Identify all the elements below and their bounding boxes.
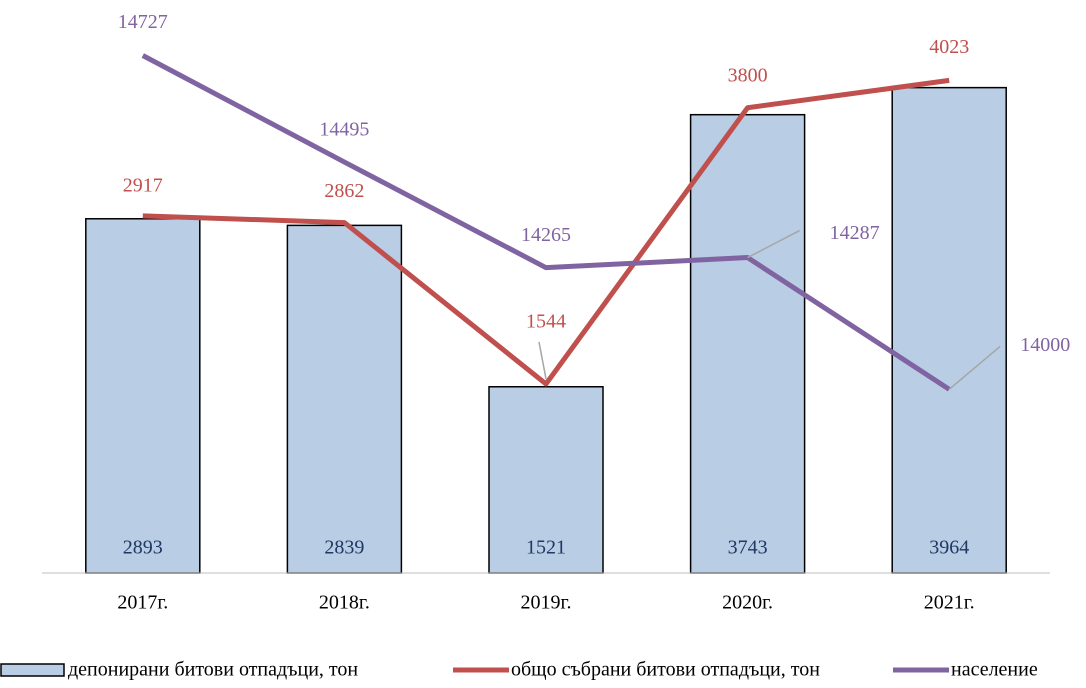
legend-label: общо събрани битови отпадъци, тон: [511, 659, 820, 681]
x-tick-label: 2018г.: [319, 592, 370, 614]
bar-value-label: 3743: [728, 537, 768, 559]
legend-label: депонирани битови отпадъци, тон: [68, 659, 358, 681]
line-value-label: 2862: [324, 180, 364, 202]
line-value-label: 14000: [1020, 334, 1070, 356]
x-tick-label: 2020г.: [722, 592, 773, 614]
line-value-label: 3800: [728, 64, 768, 86]
x-tick-label: 2021г.: [924, 592, 975, 614]
legend-swatch: [0, 663, 65, 677]
leader-line: [747, 229, 800, 259]
bar: [689, 113, 806, 574]
line-value-label: 14265: [521, 224, 571, 246]
leader-line: [538, 341, 547, 380]
bar: [85, 218, 201, 574]
leader-line: [948, 345, 1001, 390]
line-value-label: 14727: [118, 11, 168, 33]
bar: [286, 224, 403, 574]
line-value-label: 14495: [319, 119, 369, 141]
bar-value-label: 2839: [324, 537, 364, 559]
line-series: [142, 77, 950, 387]
legend-label: население: [951, 659, 1038, 681]
bar-value-label: 3964: [929, 537, 969, 559]
line-value-label: 1544: [526, 311, 566, 333]
bar-value-label: 1521: [526, 537, 566, 559]
line-series: [141, 53, 951, 392]
bar: [891, 86, 1007, 574]
line-value-label: 4023: [929, 36, 969, 58]
x-tick-label: 2019г.: [521, 592, 572, 614]
line-value-label: 14287: [830, 222, 880, 244]
x-tick-label: 2017г.: [117, 592, 168, 614]
line-value-label: 2917: [123, 174, 163, 196]
bar: [488, 386, 604, 574]
bar-value-label: 2893: [123, 537, 163, 559]
